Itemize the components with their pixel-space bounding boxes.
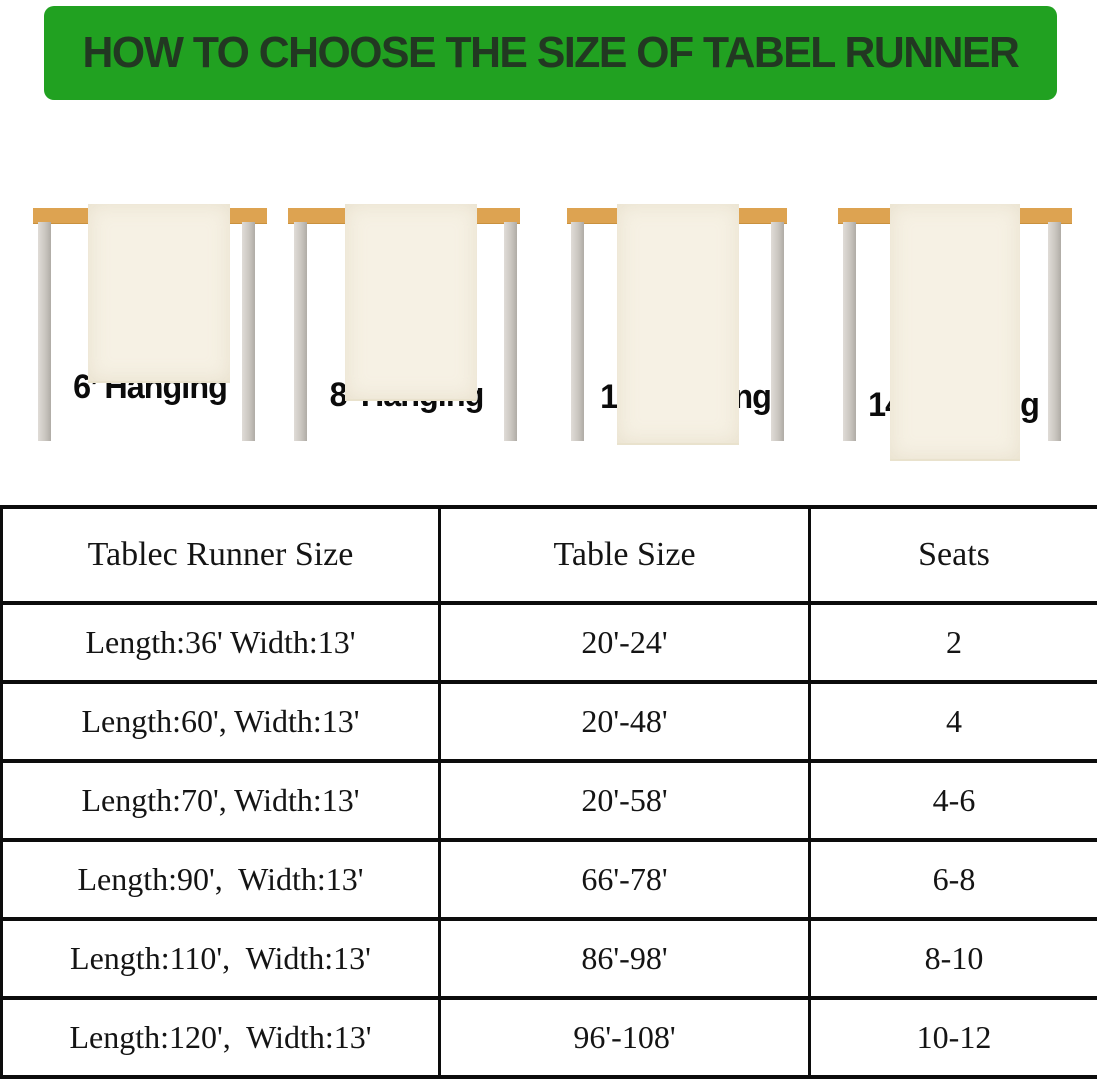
table-row: Length:110', Width:13' 86'-98' 8-10 (0, 917, 1097, 1000)
runner-size-cell: Length:110', Width:13' (0, 917, 441, 1000)
table-row: Length:120', Width:13' 96'-108' 10-12 (0, 996, 1097, 1079)
table-row: Length:60', Width:13' 20'-48' 4 (0, 680, 1097, 763)
table-row: Length:36' Width:13' 20'-24' 2 (0, 601, 1097, 684)
table-size-cell: 20'-58' (438, 759, 811, 842)
figure-10ft-hanging: 10’ Hanging (558, 100, 813, 460)
seats-cell: 8-10 (808, 917, 1097, 1000)
runner-graphic (88, 204, 230, 383)
runner-size-cell: Length:60', Width:13' (0, 680, 441, 763)
column-header-table-size: Table Size (438, 505, 811, 605)
runner-size-cell: Length:70', Width:13' (0, 759, 441, 842)
table-row: Length:90', Width:13' 66'-78' 6-8 (0, 838, 1097, 921)
table-size-cell: 20'-24' (438, 601, 811, 684)
table-size-cell: 96'-108' (438, 996, 811, 1079)
figure-6ft-hanging: 6’ Hanging (30, 100, 270, 460)
runner-size-cell: Length:120', Width:13' (0, 996, 441, 1079)
column-header-runner-size: Tablec Runner Size (0, 505, 441, 605)
table-leg-left-graphic (571, 222, 584, 441)
table-size-cell: 86'-98' (438, 917, 811, 1000)
hanging-figures: 6’ Hanging 8’ Hanging 10’ Hanging 14’ Ha… (0, 100, 1097, 461)
table-leg-right-graphic (1048, 222, 1061, 441)
table-size-cell: 20'-48' (438, 680, 811, 763)
size-table-header-row: Tablec Runner Size Table Size Seats (0, 505, 1097, 605)
runner-size-cell: Length:36' Width:13' (0, 601, 441, 684)
table-leg-right-graphic (771, 222, 784, 441)
table-size-cell: 66'-78' (438, 838, 811, 921)
runner-graphic (617, 204, 739, 445)
page-title: HOW TO CHOOSE THE SIZE OF TABEL RUNNER (82, 28, 1020, 77)
seats-cell: 2 (808, 601, 1097, 684)
title-banner: HOW TO CHOOSE THE SIZE OF TABEL RUNNER (44, 6, 1057, 100)
runner-graphic (890, 204, 1020, 461)
column-header-seats: Seats (808, 505, 1097, 605)
table-row: Length:70', Width:13' 20'-58' 4-6 (0, 759, 1097, 842)
table-leg-left-graphic (294, 222, 307, 441)
seats-cell: 10-12 (808, 996, 1097, 1079)
seats-cell: 6-8 (808, 838, 1097, 921)
table-leg-left-graphic (38, 222, 51, 441)
table-leg-right-graphic (504, 222, 517, 441)
figure-8ft-hanging: 8’ Hanging (283, 100, 530, 460)
size-table: Tablec Runner Size Table Size Seats Leng… (0, 505, 1097, 1079)
table-leg-left-graphic (843, 222, 856, 441)
runner-graphic (345, 204, 477, 401)
seats-cell: 4 (808, 680, 1097, 763)
runner-size-cell: Length:90', Width:13' (0, 838, 441, 921)
seats-cell: 4-6 (808, 759, 1097, 842)
table-leg-right-graphic (242, 222, 255, 441)
figure-14ft-hanging: 14’ Hanging (830, 100, 1077, 461)
